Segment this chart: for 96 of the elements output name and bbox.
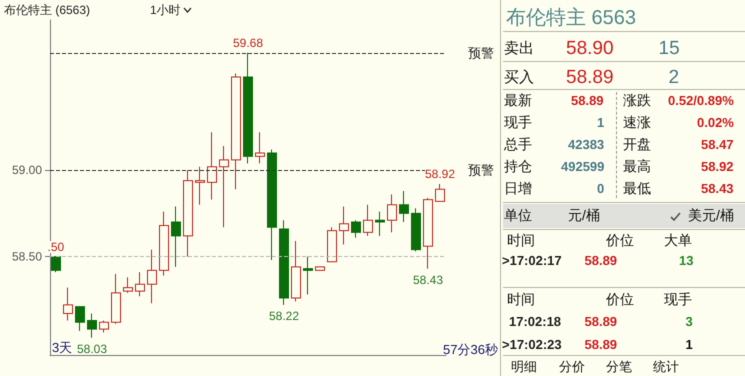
text: 58.92 <box>701 158 734 174</box>
annotation: 57分36秒 <box>443 342 498 356</box>
text: 58.90 <box>566 38 614 58</box>
text: 统计 <box>653 358 679 374</box>
text: 美元/桶 <box>688 207 734 223</box>
candlestick <box>243 52 253 164</box>
candlestick <box>51 256 61 273</box>
candlestick <box>435 184 445 202</box>
candlestick <box>75 306 85 332</box>
annotation: 58.22 <box>269 308 300 323</box>
candlestick <box>63 287 73 321</box>
candlestick <box>315 266 325 271</box>
candlestick <box>351 220 361 238</box>
text: 涨跌 <box>623 92 651 108</box>
text: 最低 <box>623 180 651 196</box>
annotation: 59.68 <box>233 36 264 50</box>
text: 58.89 <box>571 92 604 108</box>
text: 42383 <box>568 136 604 152</box>
text: 总手 <box>504 136 532 152</box>
candlestick <box>291 240 301 302</box>
candlestick <box>219 146 229 228</box>
candlestick <box>303 256 313 296</box>
text: 价位 <box>606 232 634 248</box>
text: 速涨 <box>623 114 651 130</box>
candlestick <box>339 206 349 245</box>
text: 价位 <box>606 291 634 307</box>
text: 布伦特主 6563 <box>506 7 636 29</box>
candlestick <box>399 190 409 223</box>
candlestick <box>279 220 289 306</box>
text: 单位 <box>504 207 532 223</box>
candlestick <box>183 170 193 258</box>
annotation: .50 <box>48 240 64 254</box>
text: 13 <box>679 252 694 268</box>
chart-subtitle: 1小时 <box>150 3 181 17</box>
text: 58.43 <box>701 180 734 196</box>
candlestick <box>327 226 337 262</box>
annotation: 58.43 <box>413 272 444 287</box>
annotation: 58.03 <box>77 342 108 356</box>
text: 买入 <box>504 68 534 86</box>
candlestick <box>255 132 265 164</box>
candlestick <box>147 249 157 304</box>
annotation: 3天 <box>52 340 72 354</box>
text: 卖出 <box>504 40 534 56</box>
candlestick <box>231 73 241 190</box>
text: 58.89 <box>584 336 618 352</box>
text: 1 <box>686 336 693 352</box>
annotation: 58.92 <box>425 167 456 182</box>
text: 15 <box>658 38 680 58</box>
text: 3 <box>686 314 693 328</box>
text: 分笔 <box>606 358 632 374</box>
text: 最新 <box>504 92 532 108</box>
text: 58.89 <box>584 252 618 268</box>
y-tick-label: 58.50 <box>12 250 42 264</box>
text: 时间 <box>507 232 535 248</box>
candlestick <box>195 166 205 206</box>
candlestick <box>123 276 133 294</box>
text: 时间 <box>507 291 535 307</box>
candlestick <box>267 149 277 261</box>
text: 现手 <box>664 291 692 307</box>
text: 分价 <box>559 358 585 374</box>
candlestick <box>87 313 97 338</box>
candlestick <box>411 208 421 252</box>
text: 持仓 <box>504 158 532 174</box>
text: 492599 <box>561 158 604 174</box>
chart-title: 布伦特主 (6563) <box>4 3 90 17</box>
candlestick <box>99 320 109 334</box>
candlestick <box>387 194 397 233</box>
text: 58.47 <box>701 136 734 152</box>
ref-line-label: 预警 <box>468 45 494 60</box>
candlestick <box>171 206 181 268</box>
candlestick <box>207 132 217 200</box>
text: 开盘 <box>623 136 651 152</box>
text: 17:02:18 <box>509 314 562 328</box>
text: >17:02:17 <box>502 252 562 268</box>
text: 最高 <box>623 158 651 174</box>
candlestick <box>423 197 433 270</box>
text: 日增 <box>504 180 532 196</box>
text: 明细 <box>511 358 537 374</box>
text: 现手 <box>504 114 532 130</box>
ref-line-label: 预警 <box>468 162 494 178</box>
text: 1 <box>597 114 604 130</box>
candlestick <box>111 273 121 324</box>
text: 大单 <box>664 232 692 248</box>
text: 2 <box>668 66 680 88</box>
candlestick <box>159 211 169 276</box>
candlestick <box>363 204 373 236</box>
text: 元/桶 <box>568 207 600 223</box>
text: 58.89 <box>566 66 614 88</box>
candlestick <box>135 272 145 297</box>
text: >17:02:23 <box>502 336 562 352</box>
text: 58.89 <box>584 314 618 328</box>
candlestick <box>375 211 385 236</box>
text: 0.02% <box>697 114 734 130</box>
text: 0.52/0.89% <box>668 92 734 108</box>
text: 0 <box>597 180 604 196</box>
y-tick-label: 59.00 <box>12 163 42 178</box>
